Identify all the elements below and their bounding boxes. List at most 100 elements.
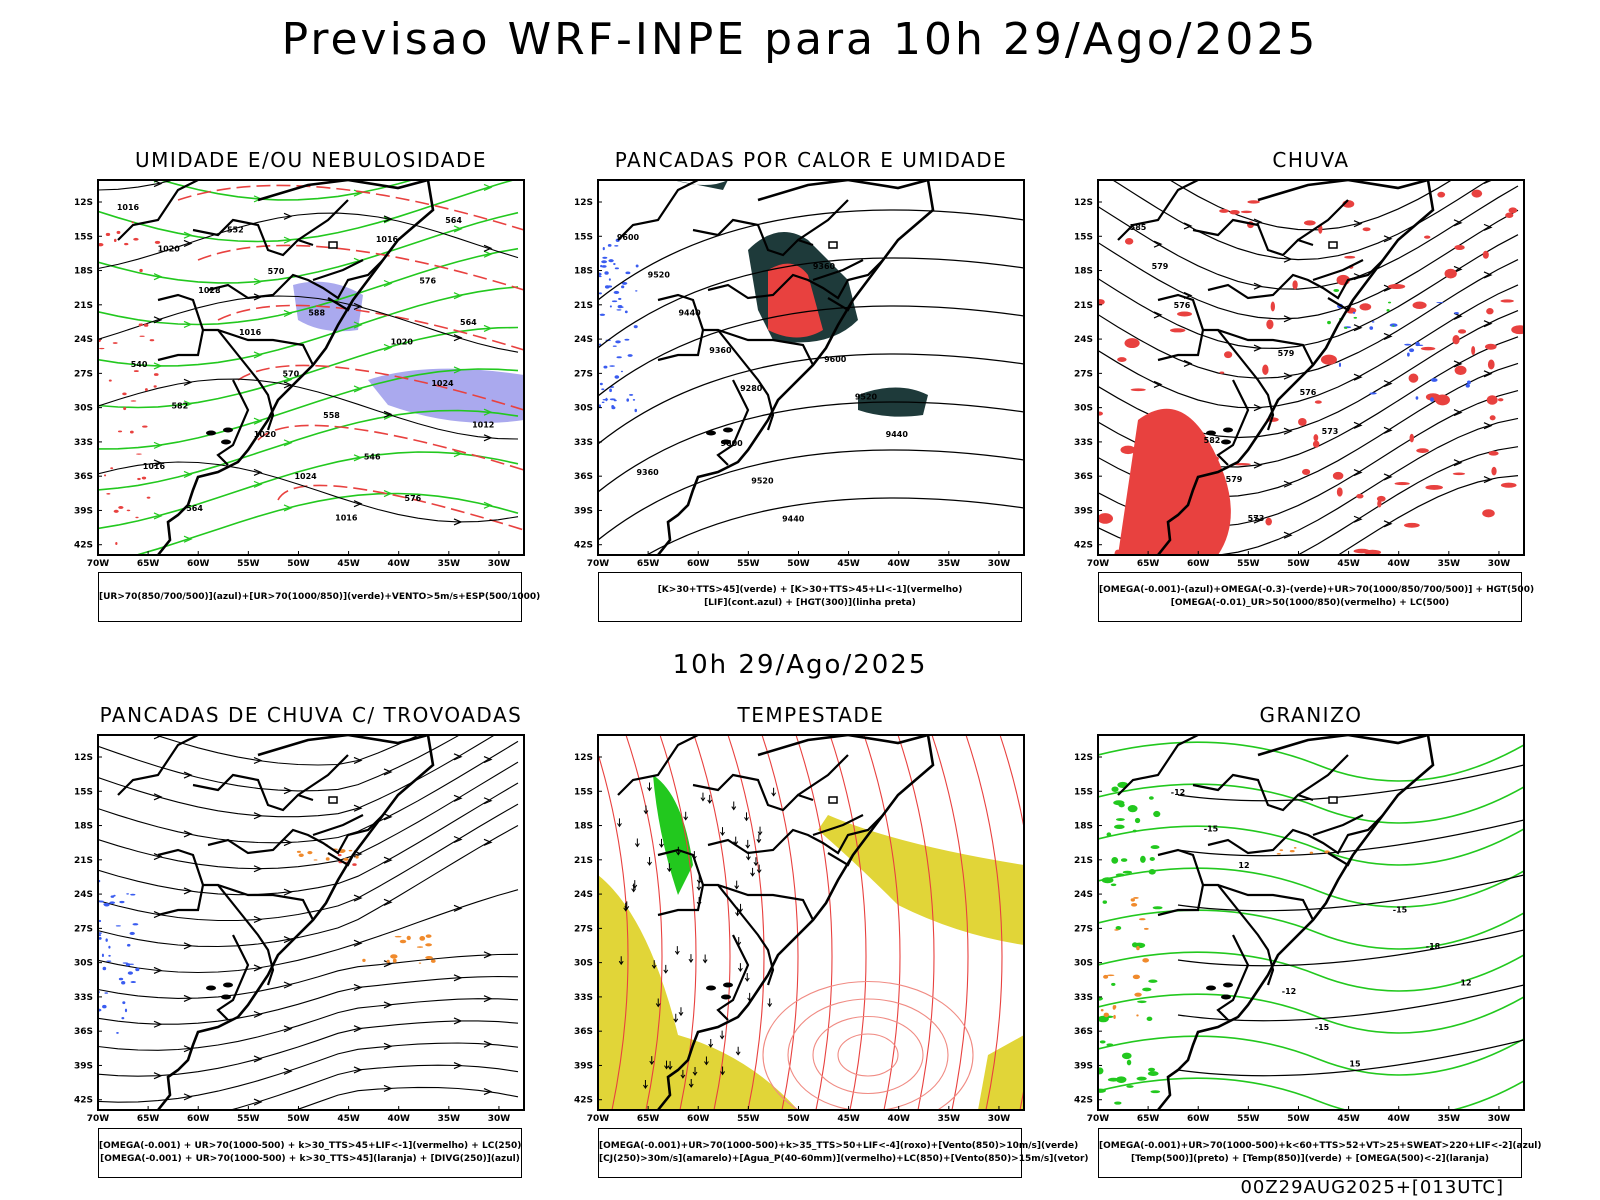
lon-label: 35W bbox=[938, 1114, 961, 1124]
state-border bbox=[1207, 259, 1384, 300]
omega-area bbox=[1409, 348, 1415, 353]
state-border bbox=[1117, 735, 1199, 796]
temp850-contour bbox=[1134, 817, 1141, 824]
map-frame bbox=[597, 734, 1025, 1111]
wind-vector bbox=[737, 963, 743, 973]
temp850-contour bbox=[1111, 982, 1116, 986]
state-border bbox=[716, 379, 750, 466]
contour-label: 582 bbox=[171, 401, 188, 410]
streamline bbox=[98, 998, 519, 1051]
flow-arrow bbox=[383, 1042, 393, 1050]
rain-area bbox=[1219, 371, 1225, 374]
flow-arrow bbox=[1483, 223, 1493, 231]
lon-label: 35W bbox=[438, 559, 461, 569]
lat-label: 42S bbox=[1074, 1096, 1093, 1106]
lon-label: 70W bbox=[1087, 1114, 1110, 1124]
map-layer: 1016102010201020102410241028101610121016… bbox=[98, 180, 524, 555]
divergence-dot bbox=[130, 981, 137, 984]
lif-contour-dot bbox=[598, 275, 602, 278]
lat-label: 39S bbox=[1074, 506, 1093, 516]
rain-area bbox=[1303, 220, 1316, 226]
lake-mark bbox=[206, 985, 216, 991]
streamline bbox=[98, 180, 176, 191]
state-border bbox=[717, 883, 814, 921]
wind-vector bbox=[734, 880, 740, 890]
legend-line: [K>30+TTS>45](verde) + [K>30+TTS>45+LI<-… bbox=[657, 585, 963, 595]
omega500-area bbox=[1133, 897, 1139, 899]
lake-mark bbox=[223, 982, 233, 988]
lake-mark bbox=[1206, 430, 1216, 436]
contour-label: 540 bbox=[131, 360, 148, 369]
wind-vector bbox=[720, 1066, 726, 1076]
rain-area bbox=[1420, 346, 1436, 351]
wind-vector bbox=[720, 827, 725, 837]
flow-arrow bbox=[383, 410, 393, 418]
flow-arrow bbox=[253, 865, 263, 873]
omega500-area bbox=[1103, 974, 1109, 979]
temp850-contour bbox=[1111, 786, 1119, 792]
flow-arrow bbox=[383, 898, 393, 906]
lif-contour-dot bbox=[599, 382, 603, 386]
state-border bbox=[1327, 297, 1354, 312]
divergence-dot bbox=[98, 936, 102, 940]
map-panel-trovoadas: 12S 15S 18S 21S 24S 27S 30S 33S 36S 39S 42S 70W 65W 6… bbox=[74, 734, 525, 1124]
flow-arrow bbox=[153, 273, 163, 281]
flow-arrow bbox=[283, 381, 293, 389]
rain-area bbox=[1118, 408, 1231, 555]
temp850-contour bbox=[1120, 858, 1128, 862]
lif-contour-dot bbox=[621, 285, 625, 289]
contour-label: -15 bbox=[1393, 906, 1408, 915]
flow-arrow bbox=[183, 994, 193, 1002]
flow-arrow bbox=[253, 1010, 263, 1018]
rain-area bbox=[1482, 509, 1495, 518]
omega500-area bbox=[1309, 851, 1314, 854]
contour-label: 573 bbox=[1322, 427, 1339, 436]
rain-area bbox=[1298, 418, 1307, 426]
flow-arrow bbox=[183, 378, 193, 386]
lat-label: 15S bbox=[1074, 232, 1093, 242]
lat-label: 39S bbox=[1074, 1061, 1093, 1071]
streamline bbox=[98, 761, 519, 870]
omega500-area bbox=[1276, 852, 1281, 855]
temp850-contour bbox=[1127, 805, 1138, 813]
lat-label: 30S bbox=[74, 404, 93, 414]
wind-streamline bbox=[931, 735, 969, 1110]
flow-arrow bbox=[483, 838, 493, 846]
flow-arrow bbox=[283, 1025, 293, 1033]
contour-label: 588 bbox=[308, 309, 325, 318]
contour-label: 9520 bbox=[648, 271, 671, 280]
contour-label: 1024 bbox=[294, 472, 317, 481]
lat-label: 42S bbox=[74, 1096, 93, 1106]
lif-contour-dot bbox=[624, 338, 630, 341]
temp850-contour bbox=[1098, 867, 1524, 908]
lat-label: 15S bbox=[74, 232, 93, 242]
lif-contour-dot bbox=[613, 290, 620, 294]
contour-label: 1016 bbox=[335, 513, 358, 522]
flow-arrow bbox=[483, 501, 493, 509]
lif-contour-dot bbox=[635, 290, 638, 292]
lon-label: 60W bbox=[1187, 1114, 1210, 1124]
lif-contour-dot bbox=[632, 399, 636, 401]
omega500-area bbox=[1130, 898, 1135, 902]
rain-area bbox=[1247, 200, 1260, 204]
flow-arrow bbox=[453, 835, 463, 844]
wind-vector bbox=[731, 801, 737, 811]
divergence-dot bbox=[109, 901, 116, 905]
flow-arrow bbox=[283, 439, 293, 447]
flow-arrow bbox=[453, 753, 463, 761]
state-border bbox=[207, 259, 384, 300]
lake-mark bbox=[1223, 982, 1233, 988]
state-border bbox=[1207, 814, 1384, 855]
wind-vector bbox=[624, 901, 630, 911]
flow-arrow bbox=[353, 804, 363, 812]
panel-title-chuva: CHUVA bbox=[1272, 148, 1350, 172]
wind-vector bbox=[735, 1046, 741, 1056]
lat-label: 33S bbox=[574, 438, 593, 448]
lon-label: 40W bbox=[1387, 1114, 1410, 1124]
lat-label: 21S bbox=[574, 856, 593, 866]
lat-label: 30S bbox=[74, 959, 93, 969]
streamline bbox=[98, 247, 519, 326]
lif-contour-dot bbox=[609, 305, 612, 308]
lon-label: 70W bbox=[1087, 559, 1110, 569]
thunderstorm-area bbox=[296, 850, 301, 853]
